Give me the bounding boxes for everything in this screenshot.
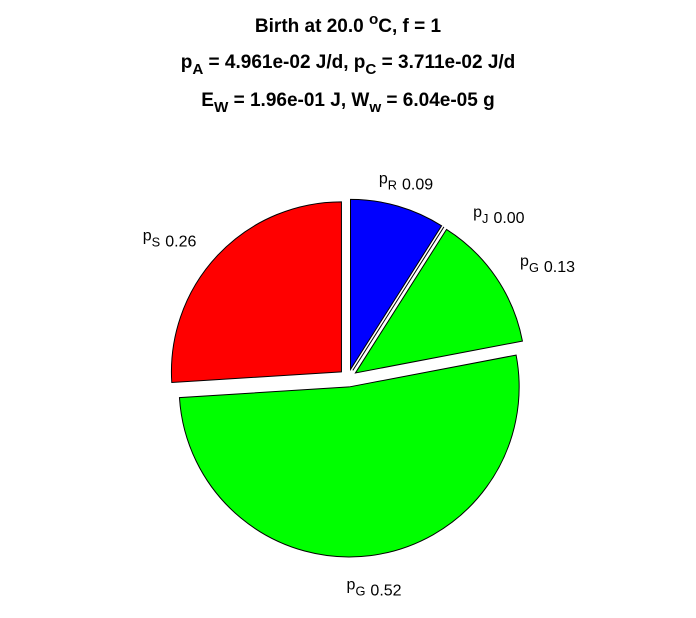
slice-label: pS 0.26	[143, 228, 197, 251]
text-run: J	[482, 211, 488, 226]
chart-subtitle: pA = 4.961e-02 J/d, pC = 3.711e-02 J/d	[181, 52, 516, 78]
slice-label: pG 0.52	[347, 576, 402, 599]
slice-category: pS	[143, 228, 160, 250]
text-run: p	[379, 170, 388, 187]
text-run: C, f = 1	[378, 16, 441, 37]
chart-title: Birth at 20.0 oC, f = 1	[255, 11, 442, 37]
slice-category: pG	[520, 253, 539, 275]
text-run: = 3.711e-02 J/d	[376, 52, 515, 73]
slice-value: 0.00	[493, 210, 524, 227]
text-run: W	[214, 99, 229, 116]
text-run: = 4.961e-02 J/d, p	[203, 52, 365, 73]
slice-label: pR 0.09	[379, 170, 433, 193]
slice-category: pG	[347, 576, 366, 598]
pie-slice	[354, 228, 524, 374]
text-run: = 1.96e-01 J, W	[228, 90, 369, 111]
text-run: p	[473, 204, 482, 221]
pie-slice	[178, 354, 520, 558]
text-run: E	[201, 90, 214, 111]
text-run: Birth at 20.0	[255, 16, 369, 37]
slice-category: pR	[379, 170, 397, 192]
pie-slice	[170, 201, 342, 384]
text-run: w	[368, 99, 381, 116]
text-run: R	[388, 177, 397, 192]
text-run: p	[143, 228, 152, 245]
text-run: o	[369, 11, 378, 28]
text-run: = 6.04e-05 g	[381, 90, 495, 111]
slice-value: 0.09	[402, 176, 433, 193]
text-run: p	[347, 576, 356, 593]
slice-value: 0.26	[165, 234, 196, 251]
text-run: S	[152, 235, 161, 250]
text-run: A	[192, 61, 203, 78]
text-run: p	[181, 52, 193, 73]
slice-category: pJ	[473, 204, 488, 226]
slice-label: pG 0.13	[520, 253, 575, 276]
text-run: C	[365, 61, 376, 78]
slice-value: 0.52	[370, 582, 401, 599]
chart-subtitle: EW = 1.96e-01 J, Ww = 6.04e-05 g	[201, 90, 494, 116]
pie-slice	[350, 198, 443, 372]
slice-value: 0.13	[544, 259, 575, 276]
text-run: G	[529, 260, 539, 275]
text-run: G	[355, 583, 365, 598]
slice-label: pJ 0.00	[473, 204, 525, 227]
text-run: p	[520, 253, 529, 270]
